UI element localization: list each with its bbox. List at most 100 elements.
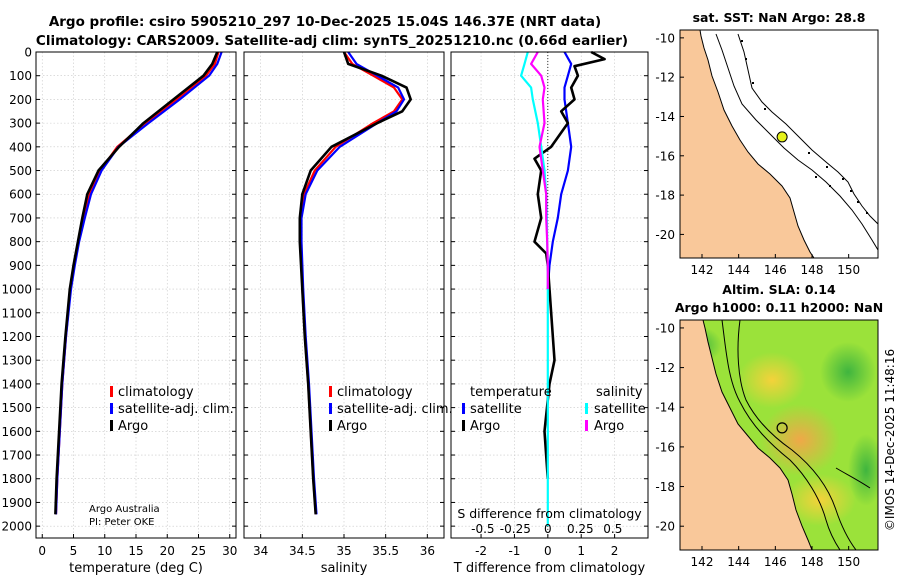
x-tick-label: 20 xyxy=(160,544,175,558)
y-tick-label: 600 xyxy=(9,188,32,202)
imos-stamp: ©IMOS 14-Dec-2025 11:48:16 xyxy=(883,349,897,531)
legend-title-salinity: salinity xyxy=(596,385,643,400)
credit-org: Argo Australia xyxy=(89,504,160,515)
sla-bathymetry-contour xyxy=(721,320,841,550)
x-tick-label: 5 xyxy=(70,544,78,558)
legend-title-temperature: temperature xyxy=(470,385,552,400)
x-tick-label: 15 xyxy=(128,544,143,558)
sla-low-patch xyxy=(848,434,878,506)
x-axis-label: temperature (deg C) xyxy=(69,561,203,576)
sst-reef-speckles xyxy=(741,40,868,214)
sst-coastline xyxy=(699,30,815,258)
x-axis-label: salinity xyxy=(321,561,368,576)
lon-tick-label: 142 xyxy=(691,555,714,569)
sla-low-patch xyxy=(820,342,876,402)
x2-tick-label: -0.25 xyxy=(500,522,531,536)
legend-label-satellite: satellite-adj. clim. xyxy=(118,402,234,417)
x-tick-label: 35.5 xyxy=(372,544,399,558)
series-line-s-argo xyxy=(529,51,549,290)
credit-pi: PI: Peter OKE xyxy=(89,517,154,528)
lon-tick-label: 144 xyxy=(727,555,750,569)
sla-land xyxy=(680,320,812,550)
y-tick-label: 900 xyxy=(9,259,32,273)
plot-frame xyxy=(450,51,649,539)
sst-argo-marker xyxy=(776,131,788,143)
y-tick-label: 1100 xyxy=(1,306,32,320)
y-tick-label: 1300 xyxy=(1,354,32,368)
x-tick-label: -1 xyxy=(508,544,520,558)
sla-high-patch xyxy=(738,352,806,408)
x-tick-label: 10 xyxy=(97,544,112,558)
x-tick-label: 0 xyxy=(38,544,46,558)
legend-swatch-t-argo xyxy=(462,420,465,431)
legend-label-argo: Argo xyxy=(337,419,367,434)
legend-swatch-satellite xyxy=(110,403,113,414)
y-tick-label: 1000 xyxy=(1,283,32,297)
legend-swatch-s-argo xyxy=(585,420,588,431)
legend-swatch-t-satellite xyxy=(462,403,465,414)
y-tick-label: 0 xyxy=(24,46,32,60)
y-tick-label: 300 xyxy=(9,117,32,131)
legend-label-climatology: climatology xyxy=(118,385,194,400)
difference-legend: temperature satellite Argo salinity sate… xyxy=(462,385,646,434)
x2-tick-label: -0.5 xyxy=(471,522,494,536)
x-tick-label: -2 xyxy=(475,544,487,558)
sst-map-title: sat. SST: NaN Argo: 28.8 xyxy=(693,10,866,25)
y-tick-label: 500 xyxy=(9,164,32,178)
lat-tick-label: -18 xyxy=(655,189,675,203)
y-tick-label: 2000 xyxy=(1,520,32,534)
sst-land xyxy=(680,30,814,258)
legend-label-s-argo: Argo xyxy=(594,419,624,434)
x-tick-label: 30 xyxy=(222,544,237,558)
legend-label-argo: Argo xyxy=(118,419,148,434)
lat-tick-label: -20 xyxy=(655,228,675,242)
legend-label-t-satellite: satellite xyxy=(470,402,522,417)
lat-tick-label: -20 xyxy=(655,520,675,534)
legend-label-climatology: climatology xyxy=(337,385,413,400)
sla-map-frame xyxy=(679,319,879,551)
lat-tick-label: -16 xyxy=(655,440,675,454)
figure-title-line1: Argo profile: csiro 5905210_297 10-Dec-2… xyxy=(49,14,601,30)
y-tick-label: 700 xyxy=(9,211,32,225)
series-line-t-satellite xyxy=(546,51,573,290)
salinity-panel: 34 34.5 35 35.5 36 salinity xyxy=(243,51,445,576)
lon-tick-label: 148 xyxy=(801,263,824,277)
sla-map-title-line1: Altim. SLA: 0.14 xyxy=(722,282,836,297)
sst-map xyxy=(680,30,878,258)
y-tick-label: 800 xyxy=(9,235,32,249)
lat-tick-label: -12 xyxy=(655,71,675,85)
lon-tick-label: 148 xyxy=(801,555,824,569)
temperature-legend: climatology satellite-adj. clim. Argo xyxy=(110,385,234,434)
y-tick-label: 1400 xyxy=(1,377,32,391)
sla-map xyxy=(680,320,878,550)
lat-tick-label: -16 xyxy=(655,149,675,163)
y-tick-label: 1500 xyxy=(1,401,32,415)
sst-map-ticks: 142 144 146 148 150 -10 -12 -14 -16 -18 -20 xyxy=(655,31,860,277)
x-tick-label: 36 xyxy=(420,544,435,558)
series-line-argo xyxy=(54,51,219,515)
sla-high-patch xyxy=(784,474,856,526)
y-tick-label: 400 xyxy=(9,140,32,154)
x-tick-label: 25 xyxy=(191,544,206,558)
x2-axis-label: S difference from climatology xyxy=(457,506,642,521)
legend-label-s-satellite: satellite xyxy=(594,402,646,417)
sla-high-patch xyxy=(760,404,840,476)
legend-label-satellite: satellite-adj. clim. xyxy=(337,402,453,417)
sla-map-ticks: 142 144 146 148 150 -10 -12 -14 -16 -18 -20 xyxy=(655,321,860,569)
lon-tick-label: 150 xyxy=(837,555,860,569)
x2-tick-label: 0.25 xyxy=(567,522,594,536)
y-tick-label: 100 xyxy=(9,69,32,83)
x2-tick-label: 0.5 xyxy=(603,522,622,536)
legend-swatch-argo xyxy=(329,420,332,431)
sla-bathymetry-contour xyxy=(737,320,857,550)
legend-swatch-s-satellite xyxy=(585,403,588,414)
temperature-panel: 0100200300400500600700800900100011001200… xyxy=(1,46,237,577)
x-tick-label: 2 xyxy=(611,544,619,558)
x2-tick-label: 0 xyxy=(544,522,552,536)
lon-tick-label: 144 xyxy=(727,263,750,277)
sst-map-frame xyxy=(679,29,879,259)
difference-panel: -2 -1 0 1 2 -0.5 -0.25 0 0.25 0.5S difference fro… xyxy=(450,50,649,576)
y-tick-label: 200 xyxy=(9,93,32,107)
y-tick-label: 1800 xyxy=(1,472,32,486)
